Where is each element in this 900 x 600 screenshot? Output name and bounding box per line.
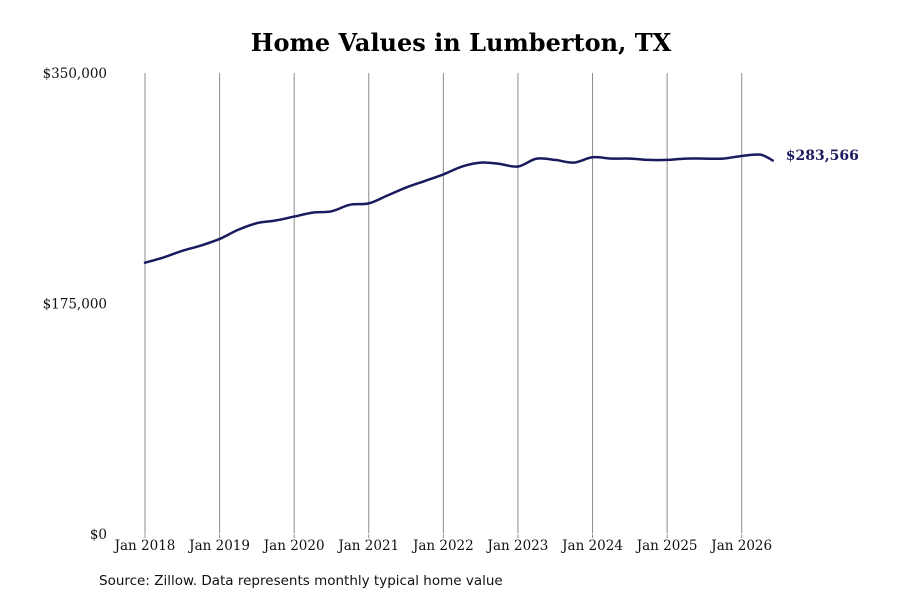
series-line-layer <box>143 153 775 264</box>
chart-title: Home Values in Lumberton, TX <box>250 28 672 57</box>
x-tick-label: Jan 2024 <box>560 538 623 554</box>
x-tick-label: Jan 2025 <box>635 538 698 554</box>
x-tick-label: Jan 2026 <box>709 538 772 554</box>
y-tick-label: $175,000 <box>43 297 107 313</box>
x-tick-label: Jan 2023 <box>486 538 549 554</box>
y-tick-label: $350,000 <box>43 66 107 82</box>
x-tick-label: Jan 2018 <box>113 538 176 554</box>
y-tick-label: $0 <box>90 527 107 543</box>
vertical-gridlines <box>144 73 743 538</box>
x-tick-label: Jan 2022 <box>411 538 474 554</box>
end-value-label: $283,566 <box>786 148 859 164</box>
x-tick-label: Jan 2019 <box>187 538 250 554</box>
tick-labels: Jan 2018 Jan 2019 Jan 2020 Jan 2021 Jan 2022… <box>43 66 859 554</box>
x-tick-label: Jan 2021 <box>336 538 399 554</box>
series-line <box>143 153 775 264</box>
source-note: Source: Zillow. Data represents monthly … <box>99 573 503 589</box>
x-tick-label: Jan 2020 <box>262 538 325 554</box>
